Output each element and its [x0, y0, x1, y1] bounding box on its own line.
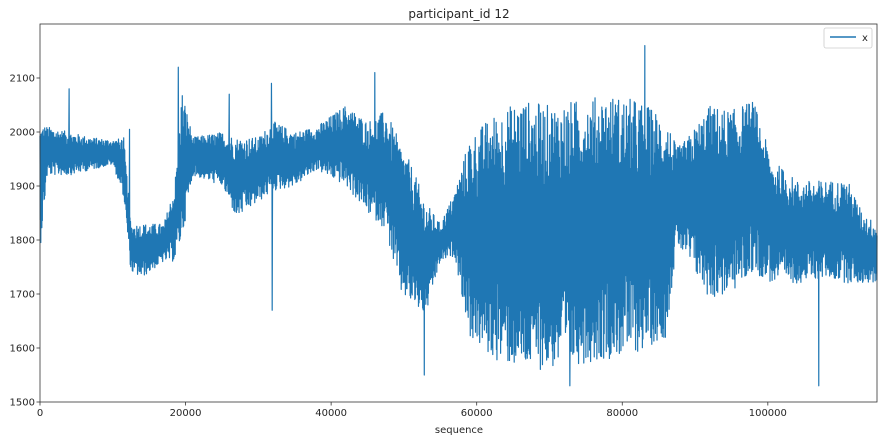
x-tick-label: 40000	[315, 408, 347, 419]
legend: x	[823, 27, 873, 49]
series-line-x	[39, 45, 878, 387]
y-tick-label: 1800	[10, 236, 35, 247]
y-axis: 1500 1600 1700 1800 1900 2000 2100	[10, 74, 40, 409]
plot-area	[39, 23, 878, 403]
chart-title: participant_id 12	[408, 7, 509, 21]
x-tick-label: 100000	[749, 408, 787, 419]
x-tick-label: 0	[37, 408, 43, 419]
legend-frame	[823, 27, 873, 49]
y-tick-label: 1500	[10, 398, 35, 409]
legend-label-x: x	[862, 33, 868, 44]
x-axis-label: sequence	[435, 425, 483, 436]
series-layer	[39, 45, 878, 387]
plot-frame	[39, 23, 878, 403]
x-axis: 0 20000 40000 60000 80000 100000	[37, 402, 787, 419]
y-tick-label: 1600	[10, 344, 35, 355]
x-tick-label: 80000	[606, 408, 638, 419]
y-tick-label: 2000	[10, 128, 35, 139]
y-tick-label: 2100	[10, 74, 35, 85]
x-tick-label: 60000	[461, 408, 493, 419]
y-tick-label: 1700	[10, 290, 35, 301]
x-tick-label: 20000	[170, 408, 202, 419]
y-tick-label: 1900	[10, 182, 35, 193]
